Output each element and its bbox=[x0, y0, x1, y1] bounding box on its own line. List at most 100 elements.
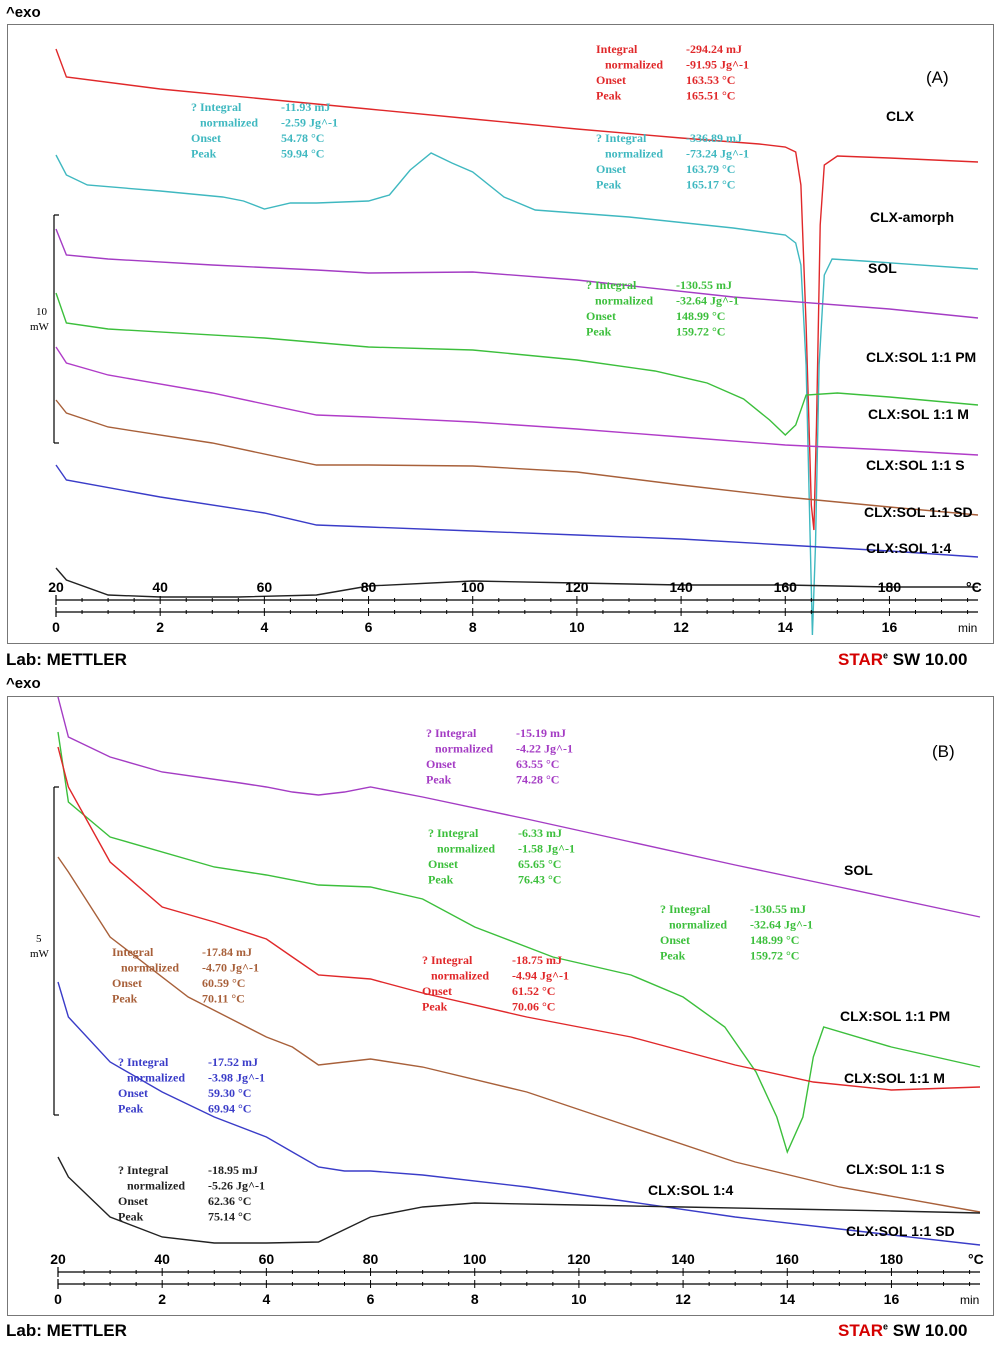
annotation-value: 63.55 °C bbox=[516, 757, 559, 771]
annotation-key: ? Integral bbox=[118, 1055, 169, 1069]
annotation-key: normalized bbox=[605, 58, 663, 72]
chart-panel-b: (B) 5 mW SOL CLX:SOL 1:1 PM CLX:SOL 1:1 M CLX:… bbox=[7, 696, 994, 1316]
annotation-key: Peak bbox=[586, 325, 612, 339]
time-tick-label: 6 bbox=[365, 619, 373, 635]
annotation-value: -336.89 mJ bbox=[686, 131, 742, 145]
annotation-value: -5.26 Jg^-1 bbox=[208, 1179, 265, 1193]
lab-label-b: Lab: METTLER bbox=[6, 1321, 127, 1340]
time-unit-label: min bbox=[958, 621, 977, 635]
annotation-value: -294.24 mJ bbox=[686, 42, 742, 56]
annotation-key: normalized bbox=[669, 918, 727, 932]
annotation-key: Onset bbox=[660, 933, 690, 947]
exo-label-b: ^exo bbox=[6, 675, 41, 692]
annotation-key: Onset bbox=[426, 757, 456, 771]
annotation-key: Onset bbox=[586, 309, 616, 323]
scale-bar-value: 5 bbox=[36, 933, 42, 945]
temp-tick-label: 100 bbox=[463, 1251, 487, 1267]
annotation-key: Onset bbox=[112, 976, 142, 990]
annotation-key: Peak bbox=[191, 147, 217, 161]
time-tick-label: 8 bbox=[471, 1291, 479, 1307]
series-label: CLX:SOL 1:1 S bbox=[846, 1161, 945, 1177]
annotation-key: normalized bbox=[200, 116, 258, 130]
star-reg: e bbox=[883, 1321, 889, 1332]
series-label: SOL bbox=[868, 260, 897, 276]
series-line-4 bbox=[57, 981, 981, 1246]
temp-tick-label: 100 bbox=[461, 579, 485, 595]
series-label: CLX:SOL 1:1 M bbox=[868, 406, 969, 422]
annotation-value: 62.36 °C bbox=[208, 1194, 251, 1208]
annotation-key: Peak bbox=[660, 949, 686, 963]
annotation-key: Onset bbox=[191, 131, 221, 145]
series-label: CLX:SOL 1:1 PM bbox=[866, 349, 976, 365]
temp-tick-label: 120 bbox=[567, 1251, 591, 1267]
lab-label-a: Lab: METTLER bbox=[6, 650, 127, 669]
series-line-2 bbox=[55, 228, 979, 319]
temp-tick-label: 180 bbox=[880, 1251, 904, 1267]
temp-tick-label: 60 bbox=[259, 1251, 275, 1267]
annotation-value: 75.14 °C bbox=[208, 1210, 251, 1224]
chart-a-svg: (A) 10 mW CLX CLX-amorph SOL CLX:SOL 1:1 PM CLX… bbox=[30, 42, 982, 636]
annotation-key: normalized bbox=[431, 969, 489, 983]
annotation-value: 148.99 °C bbox=[676, 309, 725, 323]
series-label: CLX:SOL 1:1 M bbox=[844, 1070, 945, 1086]
annotation-key: ? Integral bbox=[118, 1163, 169, 1177]
time-tick-label: 2 bbox=[158, 1291, 166, 1307]
annotation-key: Integral bbox=[596, 42, 638, 56]
annotation-key: normalized bbox=[121, 961, 179, 975]
exo-label-a: ^exo bbox=[6, 4, 41, 21]
time-tick-label: 16 bbox=[884, 1291, 900, 1307]
panel-label: (B) bbox=[932, 742, 955, 761]
time-tick-label: 10 bbox=[569, 619, 585, 635]
series-label: CLX-amorph bbox=[870, 209, 954, 225]
series-line-5 bbox=[55, 399, 979, 516]
series-label: CLX:SOL 1:1 SD bbox=[864, 504, 973, 520]
annotation-key: normalized bbox=[127, 1179, 185, 1193]
temp-tick-label: 140 bbox=[669, 579, 693, 595]
series-label: SOL bbox=[844, 862, 873, 878]
sw-version: SW 10.00 bbox=[888, 1321, 968, 1340]
time-unit-label: min bbox=[960, 1293, 979, 1307]
annotation-value: -4.94 Jg^-1 bbox=[512, 969, 569, 983]
annotation-key: ? Integral bbox=[596, 131, 647, 145]
temp-tick-label: 20 bbox=[48, 579, 64, 595]
software-label-a: STARe SW 10.00 bbox=[838, 650, 967, 670]
time-tick-label: 6 bbox=[367, 1291, 375, 1307]
annotation-key: ? Integral bbox=[422, 953, 473, 967]
annotation-value: -18.75 mJ bbox=[512, 953, 562, 967]
annotation-key: Onset bbox=[118, 1086, 148, 1100]
annotation-key: normalized bbox=[605, 147, 663, 161]
annotation-key: ? Integral bbox=[191, 100, 242, 114]
series-line-0 bbox=[55, 48, 979, 531]
temp-tick-label: 180 bbox=[878, 579, 902, 595]
temp-tick-label: 140 bbox=[671, 1251, 695, 1267]
annotation-key: Peak bbox=[118, 1102, 144, 1116]
annotation-value: 70.06 °C bbox=[512, 1000, 555, 1014]
series-line-3 bbox=[55, 292, 979, 436]
series-line-4 bbox=[55, 346, 979, 456]
scale-bar-unit: mW bbox=[30, 948, 50, 960]
annotation-value: 70.11 °C bbox=[202, 992, 245, 1006]
annotation-value: -11.93 mJ bbox=[281, 100, 330, 114]
series-label: CLX:SOL 1:4 bbox=[648, 1182, 734, 1198]
series-label: CLX:SOL 1:4 bbox=[866, 540, 952, 556]
series-label: CLX:SOL 1:1 SD bbox=[846, 1223, 955, 1239]
series-line-0 bbox=[57, 697, 981, 918]
annotation-value: 163.53 °C bbox=[686, 73, 735, 87]
annotation-key: ? Integral bbox=[426, 726, 477, 740]
star-text: STAR bbox=[838, 650, 884, 669]
chart-b-svg: (B) 5 mW SOL CLX:SOL 1:1 PM CLX:SOL 1:1 M CLX:… bbox=[30, 697, 984, 1307]
annotation-value: 163.79 °C bbox=[686, 162, 735, 176]
annotation-key: Peak bbox=[112, 992, 138, 1006]
series-label: CLX bbox=[886, 108, 915, 124]
annotation-key: Peak bbox=[596, 89, 622, 103]
annotation-value: 165.51 °C bbox=[686, 89, 735, 103]
time-tick-label: 16 bbox=[882, 619, 898, 635]
annotation-value: 59.30 °C bbox=[208, 1086, 251, 1100]
annotation-value: 148.99 °C bbox=[750, 933, 799, 947]
temp-tick-label: 40 bbox=[152, 579, 168, 595]
annotation-key: Peak bbox=[422, 1000, 448, 1014]
annotation-value: -3.98 Jg^-1 bbox=[208, 1071, 265, 1085]
series-line-3 bbox=[57, 856, 981, 1213]
annotation-key: Onset bbox=[596, 162, 626, 176]
annotation-value: -6.33 mJ bbox=[518, 826, 562, 840]
